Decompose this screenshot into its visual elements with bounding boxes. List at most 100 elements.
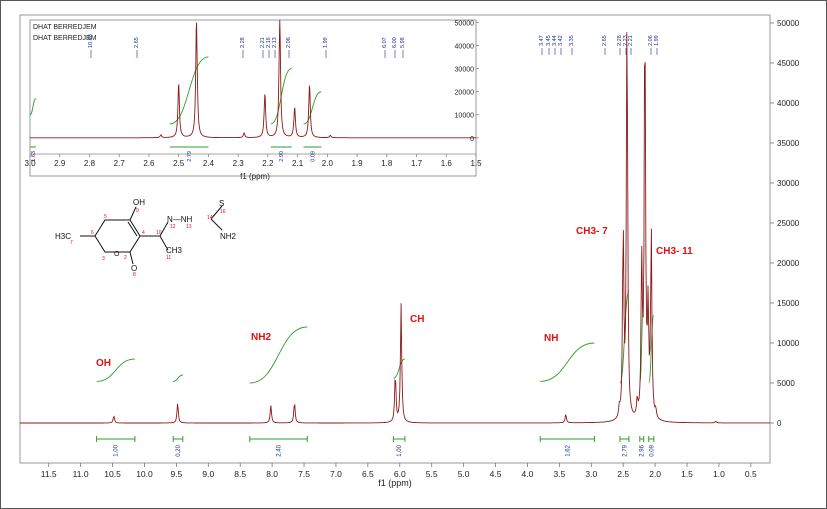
inset-x-tick-label-2: 2.8 <box>84 159 96 168</box>
main-integral-value-3: 1.00 <box>397 444 403 456</box>
svg-text:16: 16 <box>220 209 226 215</box>
main-y-tick-label-0: 0 <box>777 419 782 428</box>
annotation-ch3-11: CH3- 11 <box>656 246 693 257</box>
inset-integral-value-2: 2.90 <box>279 151 285 162</box>
svg-text:O: O <box>114 251 120 258</box>
main-x-tick-label-3: 10.0 <box>136 469 153 479</box>
inset-peak-label-3: 2.21 <box>260 37 266 48</box>
main-x-tick-label-22: 0.5 <box>745 469 757 479</box>
inset-x-tick-label-5: 2.5 <box>173 159 185 168</box>
main-x-tick-label-9: 7.0 <box>330 469 342 479</box>
main-x-axis-label: f1 (ppm) <box>378 478 412 488</box>
annotation-ch: CH <box>410 314 424 325</box>
main-x-tick-label-2: 10.5 <box>104 469 121 479</box>
main-integral-curve-4 <box>540 342 595 382</box>
svg-text:14: 14 <box>207 215 213 221</box>
inset-x-axis: 3.0 2.9 2.8 2.7 2.6 2.5 2.4 2.3 2.2 2.1 2.0 1.9 1.8 1… <box>24 153 482 168</box>
main-x-tick-label-6: 8.5 <box>234 469 246 479</box>
main-x-axis: 11.5 11.0 10.5 10.0 9.5 9.0 8.5 8.0 7.5 7.0 6.5 6.0… <box>41 463 757 479</box>
svg-text:9: 9 <box>136 208 139 214</box>
main-x-tick-label-0: 11.5 <box>41 469 57 479</box>
main-peak-label-9: 2.06 <box>648 35 654 46</box>
main-spectrum-line <box>20 32 770 424</box>
main-y-tick-label-7: 35000 <box>777 139 800 148</box>
main-peak-label-7: 2.23 <box>623 35 629 46</box>
inset-x-tick-label-13: 1.7 <box>411 159 423 168</box>
structure-h3c: H3C <box>55 232 71 241</box>
main-y-tick-label-2: 10000 <box>777 339 800 348</box>
svg-text:13: 13 <box>186 224 192 230</box>
inset-y-axis: 0 10000 20000 30000 40000 50000 <box>455 20 479 143</box>
inset-x-axis-label: f1 (ppm) <box>240 172 270 181</box>
main-y-tick-label-5: 25000 <box>777 219 800 228</box>
main-integral-value-6: 2.96 <box>640 444 646 456</box>
inset-peak-label-10: 5.98 <box>400 37 406 48</box>
inset-panel: DHAT BERREDJEM DHAT BERREDJEM 10.48 2.65 2… <box>24 19 482 181</box>
main-peak-label-0: 3.47 <box>539 35 545 46</box>
inset-y-tick-label-1: 10000 <box>455 113 475 120</box>
main-peak-label-2: 3.44 <box>552 35 558 46</box>
inset-x-tick-label-12: 1.8 <box>381 159 393 168</box>
inset-integral-curve-1 <box>169 56 209 125</box>
inset-y-tick-label-5: 50000 <box>455 20 475 27</box>
main-integral-curve-2 <box>249 326 308 384</box>
structure-oh: OH <box>133 198 145 207</box>
inset-peak-label-5: 2.13 <box>272 37 278 48</box>
inset-integral-layer: 1.63 2.79 2.90 0.09 <box>29 56 322 162</box>
main-integral-layer: 1.00 0.20 2.40 1.00 1.62 2.79 2.96 0.09 <box>96 290 655 457</box>
main-x-tick-label-15: 4.0 <box>522 469 534 479</box>
inset-peak-label-4: 2.16 <box>266 37 272 48</box>
main-integral-value-1: 0.20 <box>176 444 182 456</box>
inset-y-tick-label-0: 0 <box>470 136 474 143</box>
inset-x-tick-label-7: 2.3 <box>233 159 245 168</box>
main-x-tick-label-14: 4.5 <box>490 469 502 479</box>
inset-peak-label-1: 2.65 <box>134 37 140 48</box>
main-integral-value-4: 1.62 <box>565 444 571 456</box>
main-x-tick-label-13: 5.0 <box>458 469 470 479</box>
main-peak-label-4: 3.35 <box>569 35 575 46</box>
inset-x-tick-label-0: 3.0 <box>24 159 36 168</box>
inset-x-tick-label-6: 2.4 <box>203 159 215 168</box>
main-plot-frame <box>19 14 771 464</box>
inset-x-tick-label-4: 2.6 <box>143 159 155 168</box>
main-peak-label-8: 2.21 <box>628 35 634 46</box>
main-x-tick-label-10: 6.5 <box>362 469 374 479</box>
main-x-tick-label-17: 3.0 <box>585 469 597 479</box>
inset-peak-label-6: 2.06 <box>286 37 292 48</box>
main-top-peak-labels: 3.47 3.45 3.44 3.42 3.35 2.65 2.28 2.23 2.21 2.06… <box>539 35 660 55</box>
svg-text:11: 11 <box>166 255 171 261</box>
inset-integral-value-3: 0.09 <box>310 151 316 162</box>
main-y-axis: 0 5000 10000 15000 20000 25000 30000 35000 40000… <box>770 19 800 428</box>
main-y-tick-label-3: 15000 <box>777 299 800 308</box>
main-y-tick-label-8: 40000 <box>777 99 800 108</box>
inset-x-tick-label-10: 2.0 <box>322 159 334 168</box>
inset-title-1: DHAT BERREDJEM <box>33 24 97 31</box>
main-integral-curve-3 <box>393 358 406 379</box>
inset-spectrum-line <box>30 19 476 139</box>
structure-n-chain: N—NH <box>167 215 193 224</box>
main-integral-value-7: 0.09 <box>649 444 655 456</box>
inset-top-peak-labels: 10.48 2.65 2.28 2.21 2.16 2.13 2.06 1.99 6.07 6.0… <box>88 34 406 58</box>
inset-integral-curve-0 <box>29 98 37 116</box>
main-y-tick-label-4: 20000 <box>777 259 800 268</box>
structure-methyl: CH3 <box>166 246 183 255</box>
inset-frame <box>29 19 477 177</box>
main-integral-value-5: 2.79 <box>622 444 628 456</box>
svg-text:6: 6 <box>91 230 94 236</box>
inset-x-tick-label-9: 2.1 <box>292 159 304 168</box>
main-integral-value-2: 2.40 <box>277 444 283 456</box>
annotation-oh: OH <box>96 358 111 369</box>
main-x-tick-label-16: 3.5 <box>553 469 565 479</box>
main-x-tick-label-7: 8.0 <box>266 469 278 479</box>
inset-peak-label-7: 1.99 <box>323 37 329 48</box>
inset-y-tick-label-3: 30000 <box>455 67 475 74</box>
main-peak-label-10: 1.99 <box>654 35 660 46</box>
main-x-tick-label-5: 9.0 <box>202 469 214 479</box>
inset-integral-value-0: 1.63 <box>31 151 37 162</box>
main-integral-curve-1 <box>173 374 183 382</box>
main-peak-label-5: 2.65 <box>602 35 608 46</box>
main-x-tick-label-8: 7.5 <box>298 469 310 479</box>
main-x-tick-label-18: 2.5 <box>617 469 629 479</box>
svg-text:2: 2 <box>124 255 127 261</box>
